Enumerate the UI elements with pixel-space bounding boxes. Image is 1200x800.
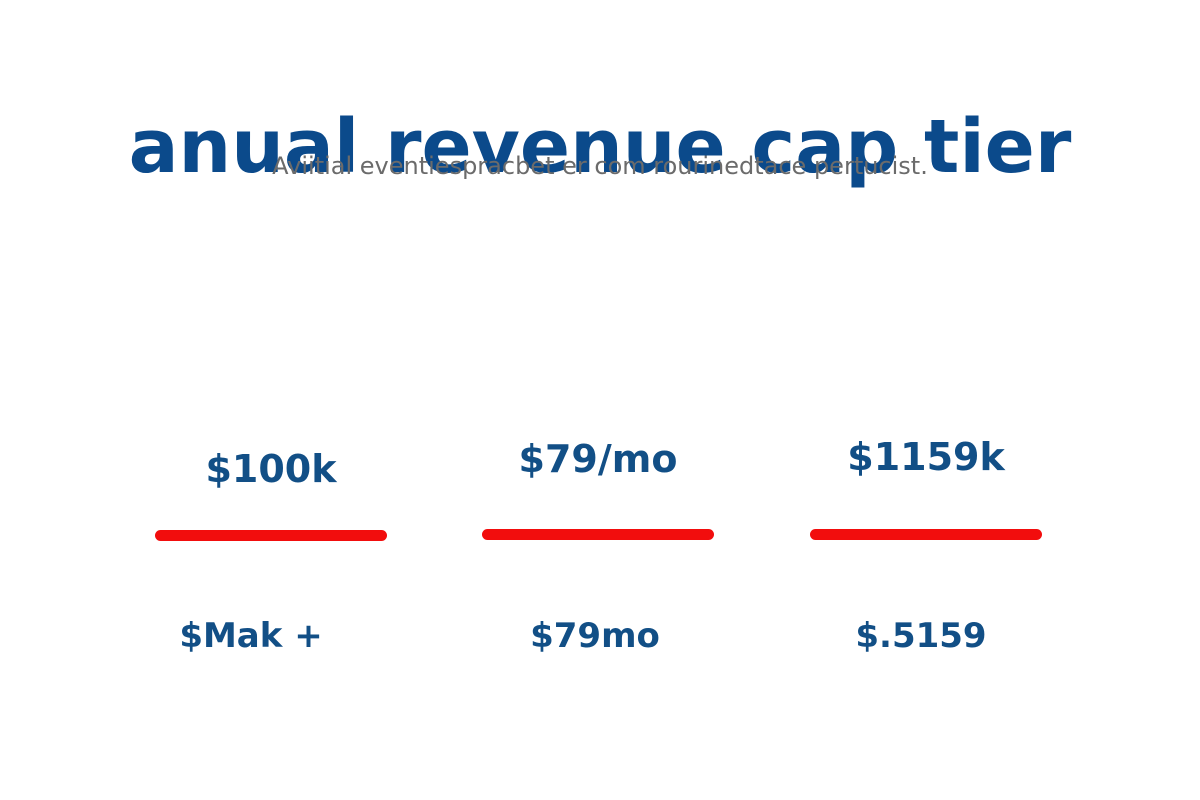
page-title: anual revenue cap tier <box>128 103 1072 190</box>
tier-price: $1159k <box>847 435 1005 479</box>
tier-price: $100k <box>205 447 337 491</box>
tier-price: $79/mo <box>518 437 678 481</box>
page-subtitle: Aviitial eventiespracbet er com rourined… <box>272 152 928 180</box>
tier-cap: $.5159 <box>855 616 987 656</box>
tier-cap: $79mo <box>530 616 660 656</box>
tier-divider <box>482 529 714 540</box>
tier-cap: $Mak + <box>179 616 323 656</box>
tier-divider <box>155 530 387 541</box>
tier-divider <box>810 529 1042 540</box>
